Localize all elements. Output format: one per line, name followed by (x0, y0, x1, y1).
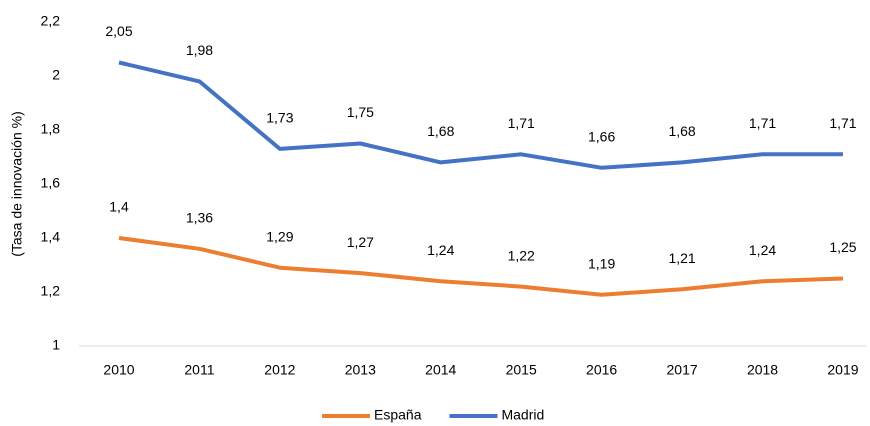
x-tick-label: 2019 (827, 362, 858, 378)
data-label: 1,71 (508, 115, 535, 131)
y-tick-label: 2 (52, 67, 60, 83)
y-tick-label: 1,8 (41, 121, 61, 137)
y-axis-label: (Tasa de innovación %) (9, 111, 25, 257)
y-tick-label: 1,2 (41, 283, 61, 299)
x-tick-label: 2013 (345, 362, 376, 378)
data-label: 1,22 (508, 247, 535, 263)
series-line (118, 236, 844, 297)
legend-label: España (374, 407, 422, 423)
x-tick-label: 2016 (586, 362, 617, 378)
data-label: 1,75 (347, 104, 374, 120)
legend-label: Madrid (501, 407, 544, 423)
data-label: 1,27 (347, 234, 374, 250)
data-label: 1,24 (749, 242, 776, 258)
data-label: 1,68 (427, 123, 454, 139)
data-label: 1,73 (266, 110, 293, 126)
data-label: 1,68 (668, 123, 695, 139)
data-label: 1,19 (588, 255, 615, 271)
data-label: 1,25 (829, 239, 856, 255)
data-label: 1,66 (588, 129, 615, 145)
y-tick-label: 1,6 (41, 175, 61, 191)
y-tick-label: 2,2 (41, 13, 61, 29)
x-tick-label: 2010 (103, 362, 134, 378)
data-label: 1,36 (186, 210, 213, 226)
y-tick-label: 1 (52, 337, 60, 353)
series-line (118, 60, 843, 170)
data-label: 1,98 (186, 42, 213, 58)
data-label: 1,71 (829, 115, 856, 131)
data-label: 1,29 (266, 228, 293, 244)
data-label: 1,71 (749, 115, 776, 131)
x-tick-label: 2014 (425, 362, 456, 378)
x-tick-label: 2012 (264, 362, 295, 378)
x-tick-label: 2018 (747, 362, 778, 378)
data-label: 2,05 (105, 23, 132, 39)
x-tick-label: 2015 (506, 362, 537, 378)
y-tick-label: 1,4 (41, 229, 61, 245)
data-label: 1,21 (668, 250, 695, 266)
data-label: 1,24 (427, 242, 454, 258)
x-tick-label: 2017 (667, 362, 698, 378)
x-tick-label: 2011 (184, 362, 214, 378)
data-label: 1,4 (109, 199, 129, 215)
